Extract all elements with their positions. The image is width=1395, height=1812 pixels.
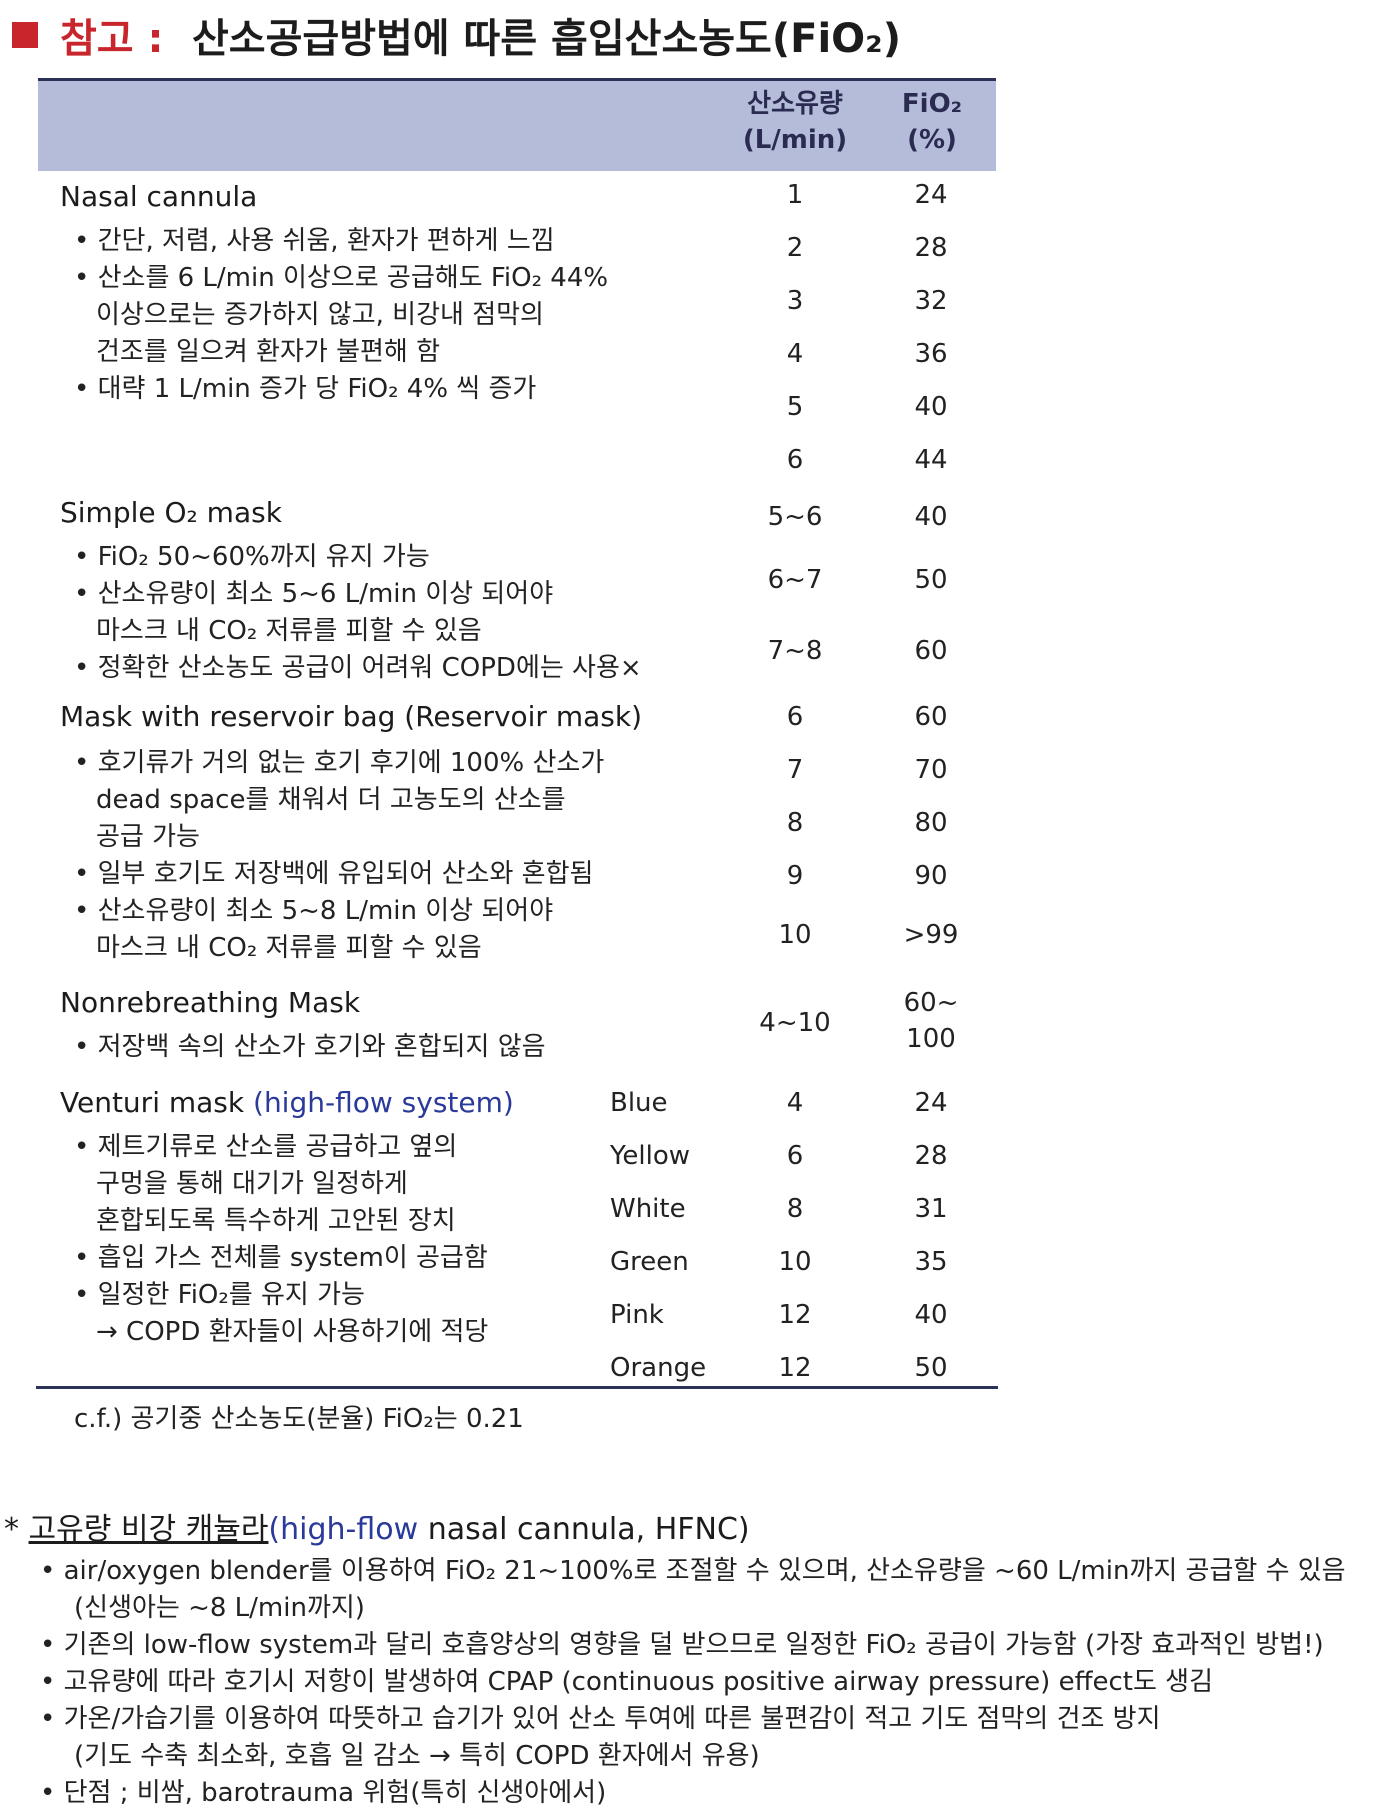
nasal-bullet: • 대략 1 L/min 증가 당 FiO₂ 4% 씩 증가 — [74, 374, 537, 404]
venturi-color: Green — [610, 1247, 689, 1277]
venturi-fio2: 28 — [914, 1141, 948, 1171]
nasal-flow: 2 — [786, 233, 804, 263]
venturi-bullet: 구멍을 통해 대기가 일정하게 — [96, 1169, 408, 1199]
simple-flow: 7~8 — [767, 636, 823, 666]
nasal-fio2: 44 — [914, 445, 948, 475]
nonrebreathing-fio2: 100 — [906, 1024, 956, 1054]
simple-flow: 6~7 — [767, 565, 823, 595]
venturi-fio2: 24 — [914, 1088, 948, 1118]
hfnc-line: • 고유량에 따라 호기시 저항이 발생하여 CPAP (continuous … — [40, 1667, 1214, 1697]
venturi-color: Pink — [610, 1300, 664, 1330]
title-marker — [12, 22, 38, 48]
venturi-bullet: • 일정한 FiO₂를 유지 가능 — [74, 1280, 365, 1310]
reservoir-bullet: 마스크 내 CO₂ 저류를 피할 수 있음 — [96, 933, 482, 963]
simple-fio2: 60 — [914, 636, 948, 666]
nasal-fio2: 28 — [914, 233, 948, 263]
simple-bullet: • FiO₂ 50~60%까지 유지 가능 — [74, 542, 430, 572]
section-nonrebreathing-mask: Nonrebreathing Mask — [60, 986, 361, 1019]
nasal-flow: 1 — [786, 180, 804, 210]
venturi-color: Orange — [610, 1353, 707, 1383]
venturi-fio2: 50 — [914, 1353, 948, 1383]
nonrebreathing-flow: 4~10 — [759, 1008, 831, 1038]
simple-bullet: • 산소유량이 최소 5~6 L/min 이상 되어야 — [74, 579, 554, 609]
reservoir-flow: 8 — [786, 808, 804, 838]
venturi-fio2: 35 — [914, 1247, 948, 1277]
venturi-color: White — [610, 1194, 686, 1224]
reservoir-bullet: dead space를 채워서 더 고농도의 산소를 — [96, 785, 566, 815]
reservoir-bullet: 공급 가능 — [96, 822, 200, 852]
simple-flow: 5~6 — [767, 502, 823, 532]
nasal-fio2: 32 — [914, 286, 948, 316]
venturi-flow: 12 — [778, 1353, 812, 1383]
reservoir-flow: 6 — [786, 702, 804, 732]
venturi-flow: 6 — [786, 1141, 804, 1171]
venturi-flow: 4 — [786, 1088, 804, 1118]
hfnc-line: (기도 수축 최소화, 호흡 일 감소 → 특히 COPD 환자에서 유용) — [74, 1741, 760, 1771]
cf-note: c.f.) 공기중 산소농도(분율) FiO₂는 0.21 — [74, 1404, 524, 1434]
nasal-fio2: 36 — [914, 339, 948, 369]
venturi-bullet: • 제트기류로 산소를 공급하고 옆의 — [74, 1132, 458, 1162]
nasal-bullet: • 간단, 저렴, 사용 쉬움, 환자가 편하게 느낌 — [74, 226, 555, 256]
header-fio2: FiO₂ (%) — [901, 89, 963, 155]
venturi-bullet: → COPD 환자들이 사용하기에 적당 — [96, 1317, 489, 1347]
venturi-fio2: 40 — [914, 1300, 948, 1330]
hfnc-line: (신생아는 ~8 L/min까지) — [74, 1593, 365, 1623]
nasal-bullet: 건조를 일으켜 환자가 불편해 함 — [96, 337, 441, 367]
simple-fio2: 40 — [914, 502, 948, 532]
title-prefix: 참고 : — [60, 16, 164, 62]
nasal-fio2: 40 — [914, 392, 948, 422]
nasal-flow: 4 — [786, 339, 804, 369]
hfnc-line: • 단점 ; 비쌈, barotrauma 위험(특히 신생아에서) — [40, 1778, 607, 1808]
section-nasal-cannula: Nasal cannula — [60, 180, 258, 213]
venturi-flow: 12 — [778, 1300, 812, 1330]
venturi-note: (high-flow system) — [253, 1086, 514, 1119]
hfnc-line: • 가온/가습기를 이용하여 따뜻하고 습기가 있어 산소 투여에 따른 불편감… — [40, 1704, 1161, 1734]
reservoir-flow: 10 — [778, 920, 812, 950]
reservoir-fio2: 80 — [914, 808, 948, 838]
section-simple-mask: Simple O₂ mask — [60, 496, 282, 529]
header-flow: 산소유량 (L/min) — [742, 89, 848, 155]
reservoir-fio2: 70 — [914, 755, 948, 785]
table-bottom-rule — [36, 1386, 998, 1389]
page-title: 산소공급방법에 따른 흡입산소농도(FiO₂) — [192, 16, 901, 62]
reservoir-fio2: 60 — [914, 702, 948, 732]
reservoir-flow: 9 — [786, 861, 804, 891]
nasal-bullet: 이상으로는 증가하지 않고, 비강내 점막의 — [96, 300, 544, 330]
nonrebreathing-fio2: 60~ — [903, 988, 959, 1018]
venturi-flow: 10 — [778, 1247, 812, 1277]
venturi-flow: 8 — [786, 1194, 804, 1224]
nasal-flow: 6 — [786, 445, 804, 475]
simple-bullet: • 정확한 산소농도 공급이 어려워 COPD에는 사용× — [74, 653, 642, 683]
section-venturi-mask: Venturi mask (high-flow system) — [60, 1086, 514, 1119]
reservoir-flow: 7 — [786, 755, 804, 785]
nasal-flow: 3 — [786, 286, 804, 316]
section-reservoir-mask: Mask with reservoir bag (Reservoir mask) — [60, 700, 642, 733]
hfnc-line: • air/oxygen blender를 이용하여 FiO₂ 21~100%로… — [40, 1556, 1346, 1586]
hfnc-line: • 기존의 low-flow system과 달리 호흡양상의 영향을 덜 받으… — [40, 1630, 1324, 1660]
nasal-fio2: 24 — [914, 180, 948, 210]
simple-fio2: 50 — [914, 565, 948, 595]
hfnc-title: * 고유량 비강 캐뉼라(high-flow nasal cannula, HF… — [4, 1512, 750, 1547]
reservoir-fio2: >99 — [903, 920, 959, 950]
reservoir-bullet: • 호기류가 거의 없는 호기 후기에 100% 산소가 — [74, 748, 605, 778]
nasal-flow: 5 — [786, 392, 804, 422]
venturi-color: Blue — [610, 1088, 668, 1118]
nasal-bullet: • 산소를 6 L/min 이상으로 공급해도 FiO₂ 44% — [74, 263, 609, 293]
reservoir-bullet: • 산소유량이 최소 5~8 L/min 이상 되어야 — [74, 896, 554, 926]
simple-bullet: 마스크 내 CO₂ 저류를 피할 수 있음 — [96, 616, 482, 646]
venturi-bullet: • 흡입 가스 전체를 system이 공급함 — [74, 1243, 488, 1273]
table-header-band — [38, 78, 996, 171]
venturi-color: Yellow — [610, 1141, 691, 1171]
nonrebreathing-bullet: • 저장백 속의 산소가 호기와 혼합되지 않음 — [74, 1032, 546, 1062]
reservoir-fio2: 90 — [914, 861, 948, 891]
venturi-fio2: 31 — [914, 1194, 948, 1224]
reservoir-bullet: • 일부 호기도 저장백에 유입되어 산소와 혼합됨 — [74, 859, 594, 889]
venturi-bullet: 혼합되도록 특수하게 고안된 장치 — [96, 1206, 456, 1236]
